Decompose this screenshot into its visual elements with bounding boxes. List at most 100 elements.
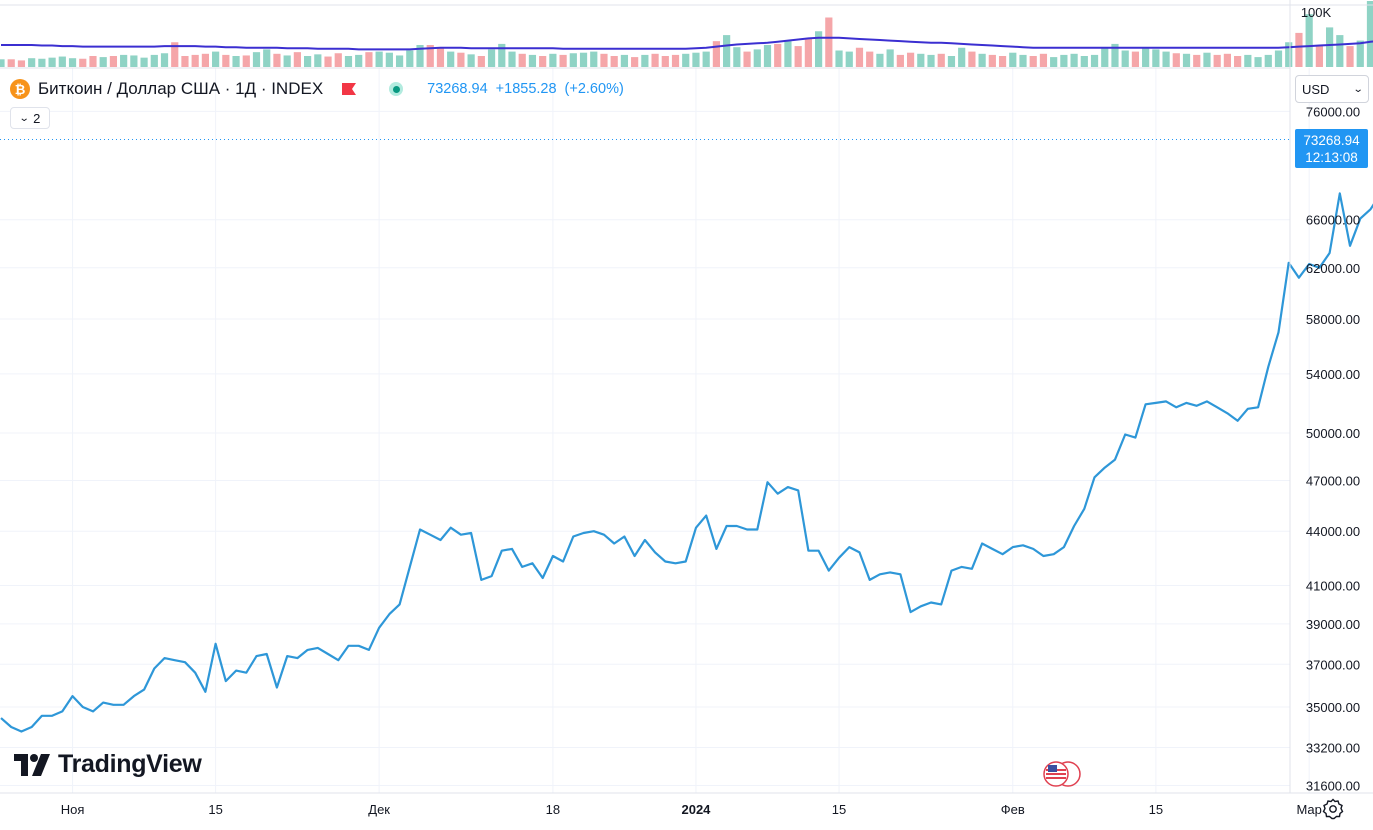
volume-bar <box>498 43 506 67</box>
price-line[interactable] <box>0 140 1373 733</box>
volume-bar <box>590 51 598 67</box>
volume-bar <box>1009 52 1017 67</box>
volume-bar <box>1182 53 1191 67</box>
volume-bar <box>28 58 36 67</box>
volume-bar <box>815 31 823 67</box>
volume-bar <box>1285 42 1293 67</box>
volume-bar <box>682 53 690 67</box>
volume-bar <box>1326 27 1334 67</box>
price-tick-label: 62000.00 <box>1306 261 1360 276</box>
volume-bar <box>150 54 158 67</box>
volume-bar <box>1346 46 1354 67</box>
volume-bar <box>600 53 608 67</box>
gear-icon[interactable] <box>1321 797 1345 821</box>
volume-bar <box>743 51 751 67</box>
market-status-icon[interactable] <box>389 82 404 96</box>
symbol-title[interactable]: Биткоин / Доллар США · 1Д · INDEX <box>38 79 324 98</box>
volume-bar <box>1101 47 1109 67</box>
volume-bar <box>1264 54 1272 67</box>
volume-bar <box>774 43 782 67</box>
price-tick-label: 41000.00 <box>1306 578 1360 593</box>
bitcoin-icon: ₿ <box>10 79 30 99</box>
legend-values: 73268.94 +1855.28 (+2.60%) <box>427 81 624 97</box>
volume-bar <box>406 50 414 67</box>
volume-bar <box>917 53 925 67</box>
volume-bar <box>416 45 424 67</box>
last-price-value: 73268.94 <box>427 81 488 97</box>
time-tick-label: Мар <box>1296 802 1321 817</box>
volume-bar <box>518 53 526 67</box>
time-tick-label: 15 <box>832 802 846 817</box>
volume-bar <box>375 51 383 67</box>
volume-bar <box>927 54 935 67</box>
tradingview-logo[interactable]: TradingView <box>14 750 202 779</box>
volume-bar <box>641 54 649 67</box>
volume-bar <box>181 56 189 67</box>
price-tick-label: 31600.00 <box>1306 779 1360 794</box>
volume-bar <box>528 54 537 67</box>
volume-bar <box>968 51 976 67</box>
volume-bar <box>68 58 77 67</box>
volume-bar <box>671 54 680 67</box>
volume-bar <box>1080 56 1088 67</box>
volume-bar <box>99 57 107 67</box>
volume-bar <box>109 56 118 67</box>
red-flag-icon[interactable] <box>341 82 357 96</box>
volume-bar <box>896 54 904 67</box>
volume-bar <box>1131 51 1140 67</box>
volume-bar <box>753 49 761 67</box>
volume-bar <box>242 55 250 67</box>
volume-bar <box>579 52 588 67</box>
volume-bar <box>344 56 353 67</box>
volume-bar <box>232 56 240 67</box>
change-percent-value: (+2.60%) <box>564 81 624 97</box>
volume-ma-line <box>1 36 1373 51</box>
volume-bar <box>1142 47 1150 67</box>
volume-bar <box>825 17 833 67</box>
volume-bar <box>1162 51 1170 67</box>
volume-bar <box>835 50 843 67</box>
volume-bar <box>610 56 618 67</box>
volume-bar <box>89 56 97 67</box>
volume-bar <box>763 45 772 67</box>
volume-bar <box>1213 54 1221 67</box>
volume-bar <box>661 56 669 67</box>
volume-bar <box>79 58 87 67</box>
price-tick-label: 44000.00 <box>1306 524 1360 539</box>
volume-bar <box>723 35 731 67</box>
volume-bar <box>508 51 516 67</box>
volume-bar <box>48 57 56 67</box>
volume-bar <box>702 51 710 67</box>
volume-bar <box>365 52 373 67</box>
volume-bar <box>1274 50 1283 67</box>
time-tick-label: Дек <box>368 802 390 817</box>
price-line-series[interactable] <box>0 136 1373 733</box>
volume-bar <box>692 52 700 67</box>
volume-bar <box>712 41 720 67</box>
volume-bar <box>293 52 301 67</box>
volume-bar <box>1305 14 1313 67</box>
price-tick-label: 33200.00 <box>1306 741 1360 756</box>
volume-bar <box>252 52 261 67</box>
volume-bar <box>324 56 332 67</box>
volume-bar <box>7 59 15 67</box>
indicators-collapse-button[interactable]: ⌄ 2 <box>10 107 50 129</box>
price-label-value: 73268.94 <box>1303 132 1360 148</box>
volume-bar <box>1050 57 1058 67</box>
price-tick-label: 39000.00 <box>1306 617 1360 632</box>
volume-bar <box>395 55 404 67</box>
time-tick-label: 15 <box>1149 802 1163 817</box>
chart-grid <box>0 68 1310 793</box>
currency-select[interactable]: USD ⌄ <box>1295 75 1369 103</box>
volume-bar <box>855 47 864 67</box>
volume-bar <box>1060 54 1068 67</box>
price-label-countdown: 12:13:08 <box>1305 149 1358 165</box>
last-price-axis-label: 73268.94 12:13:08 <box>1295 129 1368 169</box>
volume-bar <box>1336 35 1344 67</box>
volume-bar <box>733 47 741 67</box>
us-flag-icon[interactable] <box>1043 761 1081 787</box>
volume-bar <box>988 54 996 67</box>
currency-value: USD <box>1302 81 1330 97</box>
